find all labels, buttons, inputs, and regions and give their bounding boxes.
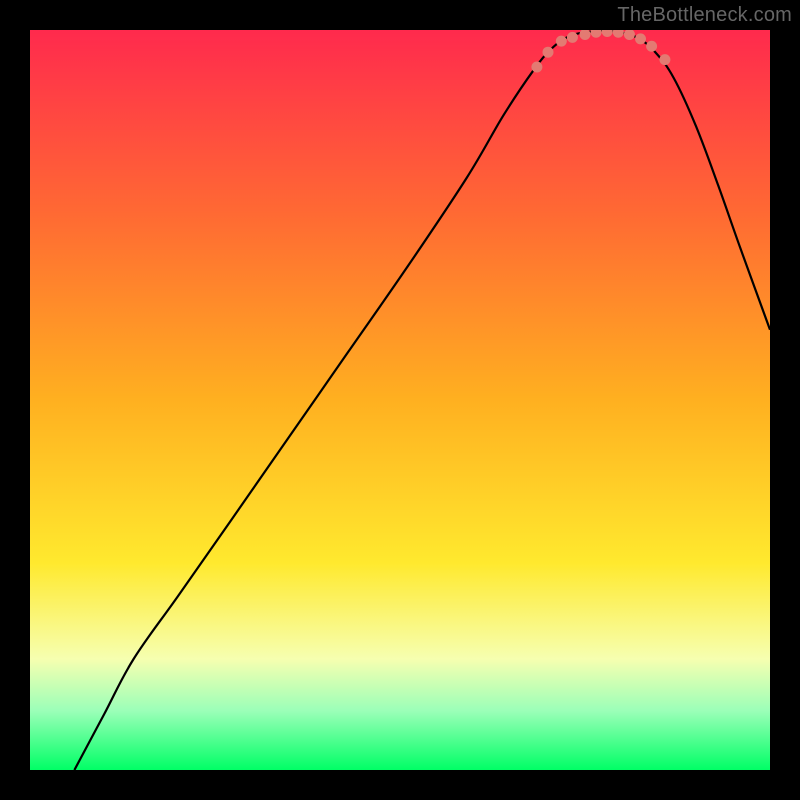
- curve-marker: [591, 30, 602, 38]
- curve-marker: [659, 54, 670, 65]
- watermark-text: TheBottleneck.com: [617, 4, 792, 27]
- bottleneck-curve: [74, 31, 770, 770]
- curve-marker: [646, 41, 657, 52]
- curve-marker: [580, 30, 591, 40]
- curve-marker: [635, 33, 646, 44]
- curve-marker: [567, 32, 578, 43]
- curve-marker: [602, 30, 613, 37]
- curve-marker: [531, 62, 542, 73]
- curve-marker: [543, 47, 554, 58]
- curve-marker: [624, 30, 635, 40]
- curve-marker: [613, 30, 624, 38]
- chart-plot-area: [30, 30, 770, 770]
- chart-svg: [30, 30, 770, 770]
- curve-markers-group: [531, 30, 670, 73]
- curve-marker: [556, 36, 567, 47]
